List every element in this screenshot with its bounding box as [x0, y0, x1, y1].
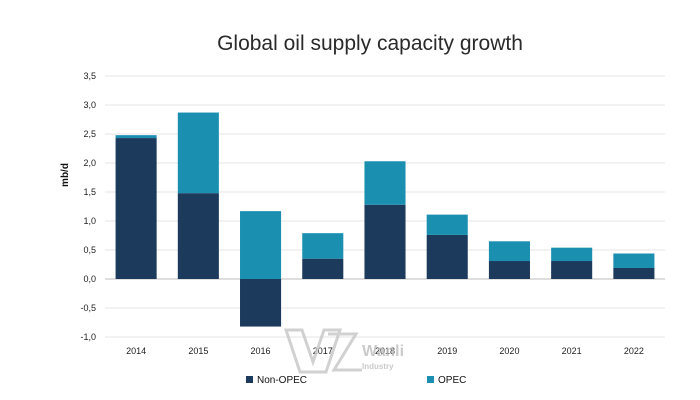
legend-label-opec: OPEC [438, 375, 466, 386]
bar-opec-2022 [613, 253, 655, 268]
chart-title: Global oil supply capacity growth [217, 32, 523, 55]
watermark-brand: Wanli [362, 343, 404, 360]
watermark-z-mark [328, 332, 362, 372]
bar-non-opec-2017 [302, 258, 344, 279]
bar-non-opec-2018 [364, 204, 406, 279]
y-tick-label: 2,0 [83, 158, 96, 168]
bar-opec-2021 [551, 247, 593, 262]
x-tick-label: 2014 [126, 346, 146, 356]
bar-opec-2018 [364, 161, 406, 205]
bar-opec-2017 [302, 233, 344, 259]
legend: Non-OPEC OPEC [246, 375, 466, 386]
x-tick-label: 2016 [251, 346, 271, 356]
bar-non-opec-2014 [115, 138, 157, 279]
bar-opec-2020 [488, 241, 530, 262]
x-tick-label: 2015 [188, 346, 208, 356]
y-tick-label: 3,5 [83, 71, 96, 81]
y-tick-label: 2,5 [83, 129, 96, 139]
bar-non-opec-2022 [613, 267, 655, 279]
y-tick-label: 1,5 [83, 187, 96, 197]
bar-non-opec-2015 [177, 193, 219, 279]
bar-non-opec-2020 [488, 261, 530, 279]
x-axis-ticks: 2014 2015 2016 2017 2018 2019 2020 2021 2022 [126, 346, 644, 356]
x-tick-label: 2019 [437, 346, 457, 356]
x-tick-label: 2021 [562, 346, 582, 356]
bar-opec-2016 [240, 211, 282, 279]
legend-label-non-opec: Non-OPEC [257, 375, 307, 386]
bar-opec-2019 [426, 214, 468, 235]
x-tick-label: 2022 [624, 346, 644, 356]
bar-non-opec-2016 [240, 279, 282, 327]
x-tick-label: 2020 [499, 346, 519, 356]
bar-non-opec-2019 [426, 234, 468, 279]
watermark-logo: Wanli Industry [283, 328, 404, 374]
watermark-w-mark [283, 328, 343, 374]
bar-opec-2015 [177, 112, 219, 194]
y-tick-label: 0,5 [83, 245, 96, 255]
x-tick-label: 2018 [375, 346, 395, 356]
bars [115, 112, 655, 327]
y-tick-label: 3,0 [83, 100, 96, 110]
y-axis-label: mb/d [60, 163, 71, 187]
bar-opec-2014 [115, 135, 157, 139]
y-tick-label: -0,5 [80, 303, 96, 313]
legend-swatch-non-opec [246, 376, 253, 383]
y-tick-label: 0,0 [83, 274, 96, 284]
x-tick-label: 2017 [313, 346, 333, 356]
y-tick-label: -1,0 [80, 332, 96, 342]
y-axis-ticks: 3,5 3,0 2,5 2,0 1,5 1,0 0,5 0,0 -0,5 -1,0 [80, 71, 96, 342]
bar-non-opec-2021 [551, 261, 593, 279]
legend-swatch-opec [427, 376, 434, 383]
watermark-sub: Industry [362, 362, 394, 371]
y-tick-label: 1,0 [83, 216, 96, 226]
